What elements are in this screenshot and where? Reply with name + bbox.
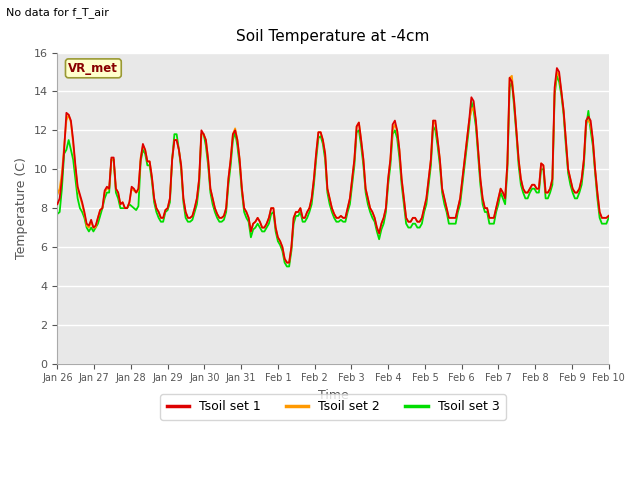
Y-axis label: Temperature (C): Temperature (C) [15,157,28,259]
Text: VR_met: VR_met [68,62,118,75]
Legend: Tsoil set 1, Tsoil set 2, Tsoil set 3: Tsoil set 1, Tsoil set 2, Tsoil set 3 [161,394,506,420]
Text: No data for f_T_air: No data for f_T_air [6,7,109,18]
Title: Soil Temperature at -4cm: Soil Temperature at -4cm [236,29,429,44]
X-axis label: Time: Time [317,389,348,402]
